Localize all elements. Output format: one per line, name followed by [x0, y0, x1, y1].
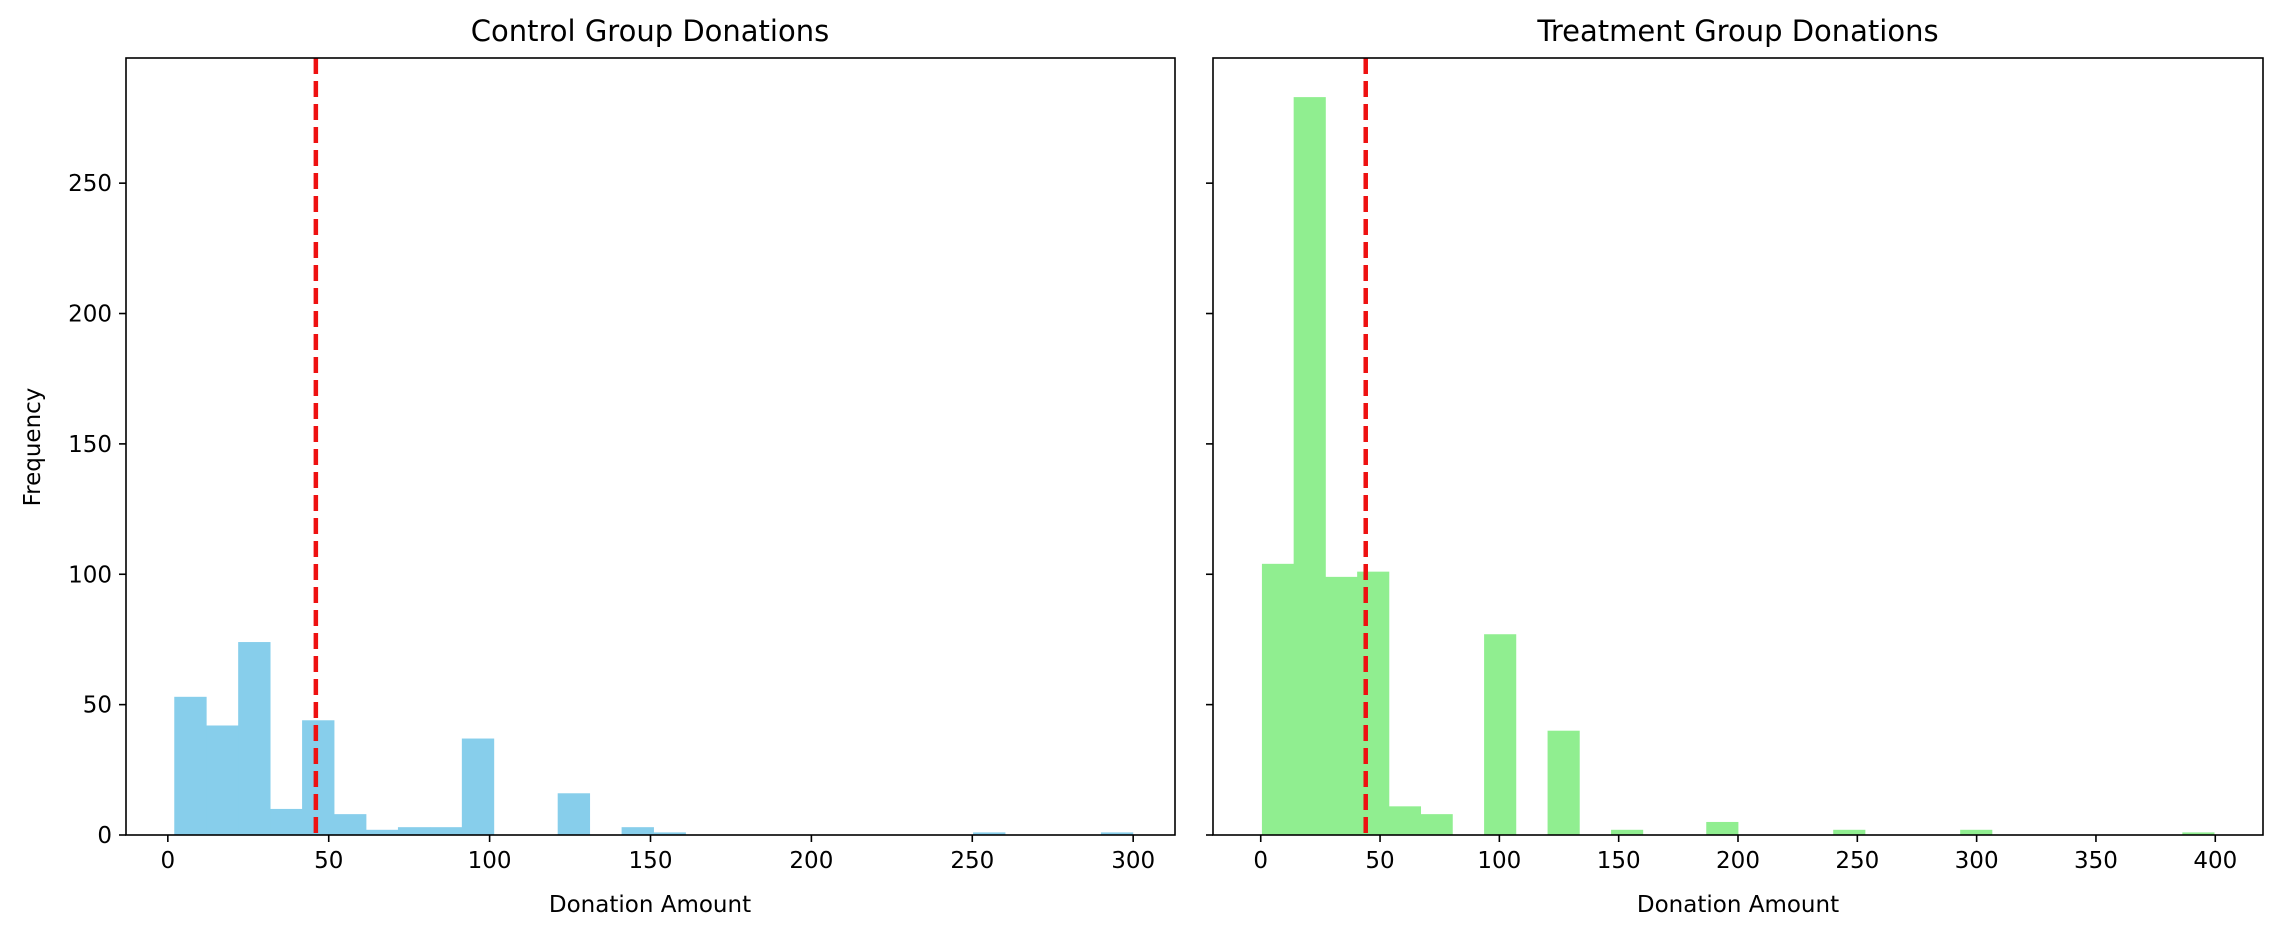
histogram-bar — [973, 832, 1006, 835]
histogram-bar — [1420, 814, 1453, 835]
control-x-axis-ticks: 0 50 100 150 200 250 300 — [161, 835, 1155, 874]
histogram-bar — [429, 827, 463, 835]
treatment-histogram-bars — [1261, 97, 2215, 836]
x-tick-label: 400 — [2193, 848, 2237, 874]
histogram-bar — [1706, 821, 1739, 835]
histogram-bar — [397, 827, 431, 835]
histogram-bar — [270, 808, 303, 835]
histogram-bar — [1611, 829, 1644, 835]
chart-title: Treatment Group Donations — [1536, 14, 1938, 48]
histogram-bar — [174, 696, 207, 835]
histogram-bar — [1833, 829, 1866, 835]
histogram-bar — [653, 832, 686, 835]
control-group-panel: Control Group Donations 0 50 100 150 200 250 3… — [20, 14, 1176, 918]
y-tick-label: 150 — [68, 432, 112, 458]
x-tick-label: 50 — [1365, 848, 1394, 874]
histogram-bar — [365, 829, 399, 835]
histogram-bar — [1100, 832, 1134, 835]
x-tick-label: 50 — [314, 848, 343, 874]
x-tick-label: 300 — [1955, 848, 1999, 874]
x-tick-label: 0 — [1253, 848, 1268, 874]
histogram-bar — [1293, 97, 1326, 836]
x-tick-label: 150 — [629, 848, 673, 874]
histogram-bar — [461, 738, 495, 835]
control-axes-frame — [125, 57, 1176, 836]
chart-title: Control Group Donations — [471, 14, 829, 48]
treatment-x-axis-ticks: 0 50 100 150 200 250 300 350 400 — [1253, 835, 2237, 874]
x-tick-label: 200 — [789, 848, 833, 874]
x-tick-label: 0 — [161, 848, 176, 874]
histogram-bar — [206, 725, 239, 835]
histogram-bar — [238, 642, 271, 835]
histogram-bar — [302, 720, 335, 835]
x-axis-label: Donation Amount — [1637, 892, 1839, 918]
histogram-bar — [1547, 730, 1580, 835]
y-tick-label: 0 — [97, 823, 112, 849]
x-tick-label: 100 — [468, 848, 512, 874]
x-tick-label: 250 — [950, 848, 994, 874]
histogram-bar — [1484, 634, 1517, 835]
treatment-axes-frame — [1212, 57, 2264, 836]
histogram-bar — [334, 814, 367, 835]
y-tick-label: 250 — [68, 171, 112, 197]
control-histogram-bars — [174, 642, 1134, 835]
x-axis-label: Donation Amount — [549, 892, 751, 918]
x-tick-label: 100 — [1477, 848, 1521, 874]
histogram-bar — [2182, 832, 2215, 835]
x-tick-label: 350 — [2074, 848, 2118, 874]
y-tick-label: 200 — [68, 302, 112, 328]
treatment-group-panel: Treatment Group Donations 0 50 100 150 200 25… — [1206, 14, 2264, 918]
histogram-bar — [1357, 571, 1390, 835]
histogram-bar — [1261, 563, 1295, 835]
y-tick-label: 50 — [83, 693, 112, 719]
histogram-bar — [557, 793, 591, 835]
x-tick-label: 150 — [1597, 848, 1641, 874]
x-tick-label: 250 — [1835, 848, 1879, 874]
control-y-axis-ticks: 0 50 100 150 200 250 — [68, 171, 126, 849]
x-tick-label: 200 — [1716, 848, 1760, 874]
histogram-bar — [1960, 829, 1993, 835]
x-tick-label: 300 — [1111, 848, 1155, 874]
histogram-bar — [621, 827, 654, 835]
treatment-y-axis-ticks — [1206, 182, 1213, 836]
histogram-bar — [1325, 576, 1358, 835]
y-tick-label: 100 — [68, 562, 112, 588]
histogram-bar — [1388, 806, 1422, 835]
y-axis-label: Frequency — [20, 388, 46, 507]
